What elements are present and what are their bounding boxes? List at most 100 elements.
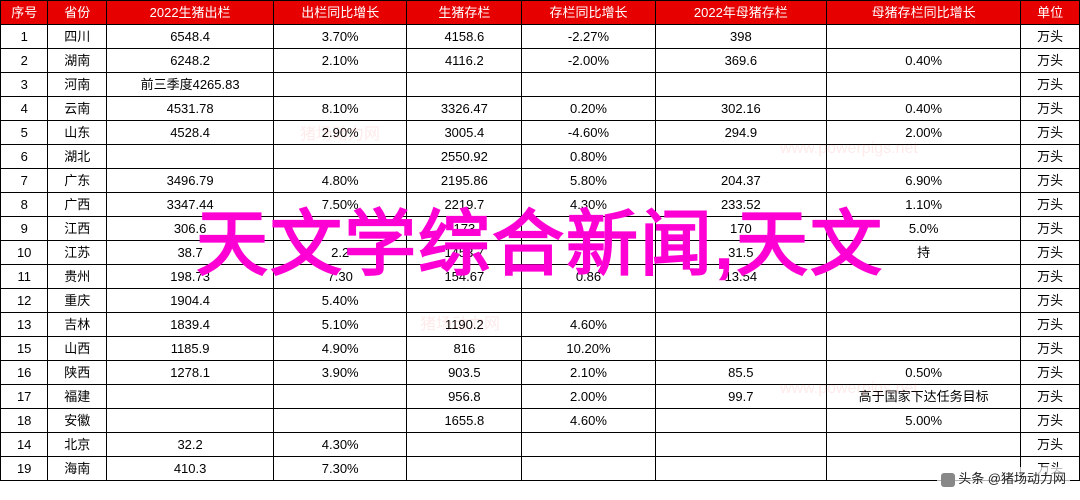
cell: 12 [1, 289, 48, 313]
cell [107, 409, 274, 433]
cell: 8.10% [274, 97, 407, 121]
cell [522, 433, 655, 457]
cell: 3 [1, 73, 48, 97]
cell: 302.16 [655, 97, 827, 121]
cell: 吉林 [48, 313, 107, 337]
cell: 万头 [1021, 265, 1080, 289]
cell [827, 265, 1021, 289]
cell: 32.2 [107, 433, 274, 457]
cell: 2195.86 [407, 169, 522, 193]
cell [827, 145, 1021, 169]
cell: 2.10% [274, 49, 407, 73]
cell: 万头 [1021, 49, 1080, 73]
cell: 河南 [48, 73, 107, 97]
cell: 9 [1, 217, 48, 241]
cell: 10 [1, 241, 48, 265]
cell: -2.27% [522, 25, 655, 49]
cell: 万头 [1021, 313, 1080, 337]
cell: 5.00% [827, 409, 1021, 433]
cell: 安徽 [48, 409, 107, 433]
cell [407, 73, 522, 97]
cell: 6548.4 [107, 25, 274, 49]
cell: 贵州 [48, 265, 107, 289]
cell: 万头 [1021, 97, 1080, 121]
pig-data-table: 序号 省份 2022生猪出栏 出栏同比增长 生猪存栏 存栏同比增长 2022年母… [0, 0, 1080, 481]
table-row: 16陕西1278.13.90%903.52.10%85.50.50%万头 [1, 361, 1080, 385]
cell [107, 385, 274, 409]
col-sow-growth: 母猪存栏同比增长 [827, 1, 1021, 25]
cell: 陕西 [48, 361, 107, 385]
cell: 3496.79 [107, 169, 274, 193]
cell [655, 433, 827, 457]
cell: 5.40% [274, 289, 407, 313]
cell: 3347.44 [107, 193, 274, 217]
col-stock: 生猪存栏 [407, 1, 522, 25]
cell: 福建 [48, 385, 107, 409]
cell: 13.54 [655, 265, 827, 289]
cell: 万头 [1021, 433, 1080, 457]
cell: 万头 [1021, 385, 1080, 409]
cell [274, 385, 407, 409]
table-row: 18安徽1655.84.60%5.00%万头 [1, 409, 1080, 433]
cell: 13 [1, 313, 48, 337]
cell: 1185.9 [107, 337, 274, 361]
cell: 万头 [1021, 361, 1080, 385]
cell [827, 433, 1021, 457]
cell [827, 337, 1021, 361]
cell [827, 289, 1021, 313]
cell: 4.30% [274, 433, 407, 457]
cell: 海南 [48, 457, 107, 481]
cell [407, 457, 522, 481]
cell: 四川 [48, 25, 107, 49]
cell [827, 313, 1021, 337]
cell: 5.10% [274, 313, 407, 337]
cell: 4.90% [274, 337, 407, 361]
cell: 江西 [48, 217, 107, 241]
cell: 3005.4 [407, 121, 522, 145]
cell: 8 [1, 193, 48, 217]
cell: 173 [407, 217, 522, 241]
cell: 6248.2 [107, 49, 274, 73]
cell: 云南 [48, 97, 107, 121]
cell: 5.0% [827, 217, 1021, 241]
table-row: 2湖南6248.22.10%4116.2-2.00%369.60.40%万头 [1, 49, 1080, 73]
cell: 4.30% [522, 193, 655, 217]
cell [407, 433, 522, 457]
cell [655, 337, 827, 361]
cell: 17 [1, 385, 48, 409]
col-slaughter: 2022生猪出栏 [107, 1, 274, 25]
cell [522, 73, 655, 97]
cell: 万头 [1021, 409, 1080, 433]
table-header-row: 序号 省份 2022生猪出栏 出栏同比增长 生猪存栏 存栏同比增长 2022年母… [1, 1, 1080, 25]
cell: 1839.4 [107, 313, 274, 337]
cell: -4.60% [522, 121, 655, 145]
cell: 2.2 [274, 241, 407, 265]
cell [827, 73, 1021, 97]
cell: 广西 [48, 193, 107, 217]
cell [655, 457, 827, 481]
cell [655, 409, 827, 433]
table-row: 1四川6548.43.70%4158.6-2.27%398万头 [1, 25, 1080, 49]
table-row: 7广东3496.794.80%2195.865.80%204.376.90%万头 [1, 169, 1080, 193]
cell: 1655.8 [407, 409, 522, 433]
source-byline: 头条 @猪场动力网 [937, 467, 1070, 488]
cell: 3.70% [274, 25, 407, 49]
cell: 10.20% [522, 337, 655, 361]
cell: 4531.78 [107, 97, 274, 121]
cell: 204.37 [655, 169, 827, 193]
cell [407, 289, 522, 313]
table-row: 15山西1185.94.90%81610.20%万头 [1, 337, 1080, 361]
cell [655, 73, 827, 97]
cell: 5.80% [522, 169, 655, 193]
cell [827, 25, 1021, 49]
cell: 0.40% [827, 97, 1021, 121]
table-row: 4云南4531.788.10%3326.470.20%302.160.40%万头 [1, 97, 1080, 121]
table-row: 11贵州198.737.30154.670.8613.54万头 [1, 265, 1080, 289]
cell: 7.30 [274, 265, 407, 289]
cell: 7 [1, 169, 48, 193]
cell: 重庆 [48, 289, 107, 313]
cell: 0.20% [522, 97, 655, 121]
cell: 1 [1, 25, 48, 49]
cell: 233.52 [655, 193, 827, 217]
cell: 15 [1, 337, 48, 361]
